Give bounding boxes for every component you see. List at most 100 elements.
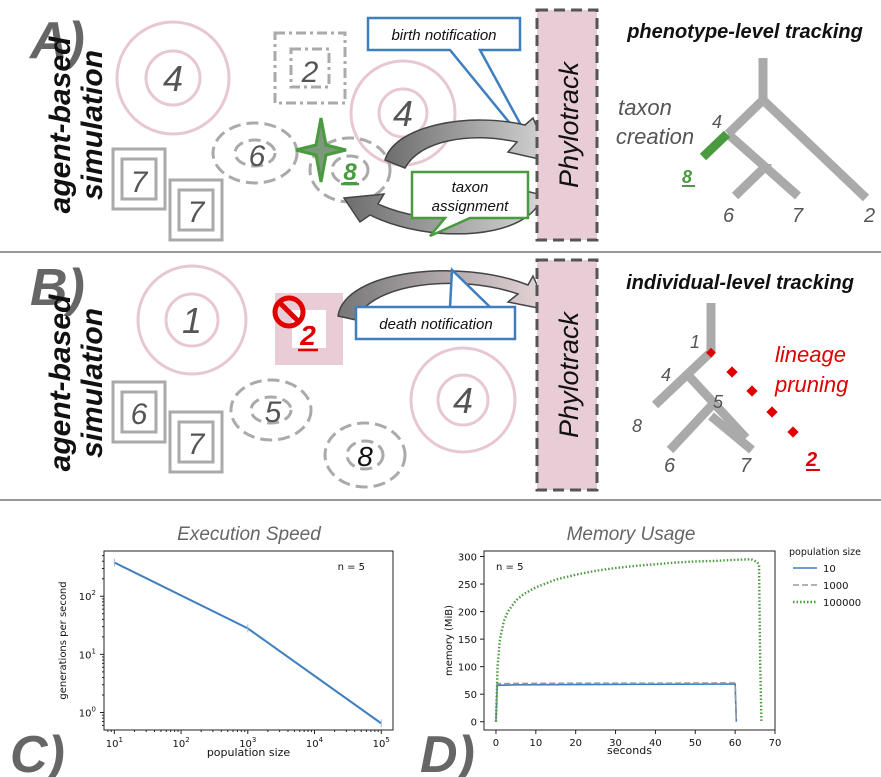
chart-d-title: Memory Usage [567, 524, 696, 545]
agent-label: 7 [188, 428, 206, 461]
tree-a-label-6: 6 [723, 205, 735, 227]
tree-b-label-4: 4 [661, 365, 671, 385]
x-tick-label: 70 [769, 738, 782, 749]
birth-notification-callout: birth notification [366, 16, 542, 161]
lineage-pruning-text-2: pruning [774, 372, 849, 397]
tree-b-label-1: 1 [690, 332, 700, 352]
panel-c: C) Execution Speed 101 102 103 104 105100101… [10, 524, 394, 777]
x-tick-label: 101 [106, 736, 123, 750]
series-line [113, 561, 382, 725]
panel-b-side-label-line2: simulation [76, 308, 109, 458]
execution-speed-chart: 101 102 103 104 105 100 101 102 population size g… [58, 550, 394, 759]
tree-a-label-7: 7 [792, 205, 804, 227]
y-tick-label: 102 [79, 589, 96, 603]
x-tick-label: 40 [649, 738, 662, 749]
tree-a-label-8: 8 [682, 167, 692, 187]
y-tick-label: 101 [79, 647, 96, 661]
agent-label-new: 8 [343, 159, 357, 186]
legend-label: 100000 [823, 598, 861, 609]
death-notification-text: death notification [379, 316, 492, 333]
legend-title: population size [789, 547, 861, 558]
taxon-creation-text-1: taxon [618, 95, 672, 120]
y-tick-label: 250 [458, 580, 477, 591]
tree-a-label-2: 2 [863, 205, 875, 227]
legend-label: 10 [823, 564, 836, 575]
agent-4-a: 4 [115, 20, 231, 136]
taxon-assignment-callout: taxon assignment [410, 170, 530, 238]
agent-6-a: 6 [211, 121, 299, 185]
x-tick-label: 102 [172, 736, 189, 750]
tree-b-label-5: 5 [713, 392, 724, 412]
tree-b-label-8: 8 [632, 416, 642, 436]
x-tick-label: 103 [239, 736, 256, 750]
series-line-100000 [494, 558, 763, 722]
agent-label: 4 [453, 380, 473, 421]
y-tick-label: 0 [471, 718, 477, 729]
y-tick-label: 200 [458, 608, 477, 619]
series-line-10 [495, 683, 738, 722]
chart-c-title: Execution Speed [177, 524, 322, 545]
phylotrack-box-b: Phylotrack [535, 258, 599, 492]
panel-b: B) agent-based simulation 1 2 4 [30, 258, 854, 492]
phylotrack-label-a: Phylotrack [554, 60, 584, 188]
phenotype-tree [724, 58, 870, 202]
agent-label: 4 [163, 58, 183, 99]
x-tick-label: 20 [569, 738, 582, 749]
x-axis-label: seconds [607, 744, 652, 757]
taxon-assignment-text-2: assignment [432, 198, 510, 215]
agent-2-a: 2 [273, 31, 347, 105]
y-axis-label: generations per second [58, 581, 69, 699]
y-tick-label: 300 [458, 553, 477, 564]
plot-frame [483, 550, 776, 731]
panel-a-letter: A) [28, 12, 85, 70]
panel-b-letter: B) [30, 259, 85, 317]
agent-label: 7 [188, 196, 206, 229]
tracking-title-a: phenotype-level tracking [626, 21, 863, 43]
agent-6-b: 6 [111, 380, 167, 444]
agent-label: 6 [249, 140, 266, 173]
lineage-pruning-text-1: lineage [775, 342, 846, 367]
tracking-title-b: individual-level tracking [626, 272, 854, 294]
legend: population size 10 1000 100000 [789, 547, 861, 609]
agent-4-b: 4 [409, 346, 517, 454]
tree-b-label-2: 2 [805, 449, 817, 471]
agent-7-a2: 7 [168, 178, 224, 242]
agent-label: 2 [301, 56, 319, 89]
panel-d: D) Memory Usage 0 10 20 30 40 50 60 70 0 50 100 150… [420, 524, 861, 777]
taxon-assignment-text-1: taxon [452, 179, 489, 196]
prohibited-icon [272, 295, 306, 329]
agent-label: 5 [265, 396, 282, 429]
x-tick-label: 104 [306, 736, 324, 750]
agent-2-dead: 2 [272, 293, 343, 365]
plot-frame [103, 550, 394, 731]
panel-a-side-label-line1: agent-based [44, 36, 77, 213]
agent-7-a1: 7 [111, 147, 167, 211]
x-tick-label: 0 [493, 738, 499, 749]
agent-label: 4 [393, 93, 413, 134]
panel-a-side-label-line2: simulation [76, 50, 109, 200]
tree-b-label-6: 6 [664, 455, 676, 477]
annotation-n: n = 5 [496, 562, 523, 573]
y-axis-label: memory (MiB) [444, 605, 455, 676]
x-tick-label: 50 [689, 738, 702, 749]
x-axis-label: population size [207, 746, 291, 759]
tree-b-label-7: 7 [740, 455, 752, 477]
pruned-lineage [706, 347, 799, 438]
death-notification-callout: death notification [354, 267, 517, 341]
panel-b-side-label-line1: agent-based [44, 294, 77, 471]
panel-d-letter: D) [420, 726, 475, 777]
individual-tree [651, 303, 755, 454]
agent-label: 6 [131, 398, 148, 431]
panel-c-letter: C) [10, 726, 65, 777]
agent-8-a: 8 [295, 117, 392, 204]
y-tick-label: 50 [464, 690, 477, 701]
tree-a-label-4: 4 [712, 112, 722, 132]
x-tick-label: 105 [373, 736, 390, 750]
memory-usage-chart: 0 10 20 30 40 50 60 70 0 50 100 150 200 250 300 seconds… [444, 550, 782, 757]
y-tick-label: 100 [79, 706, 96, 720]
y-tick-label: 100 [458, 663, 477, 674]
new-taxon-branch [699, 130, 731, 161]
phylotrack-label-b: Phylotrack [554, 310, 584, 438]
panel-a: A) agent-based simulation 4 2 4 6 [28, 8, 875, 242]
